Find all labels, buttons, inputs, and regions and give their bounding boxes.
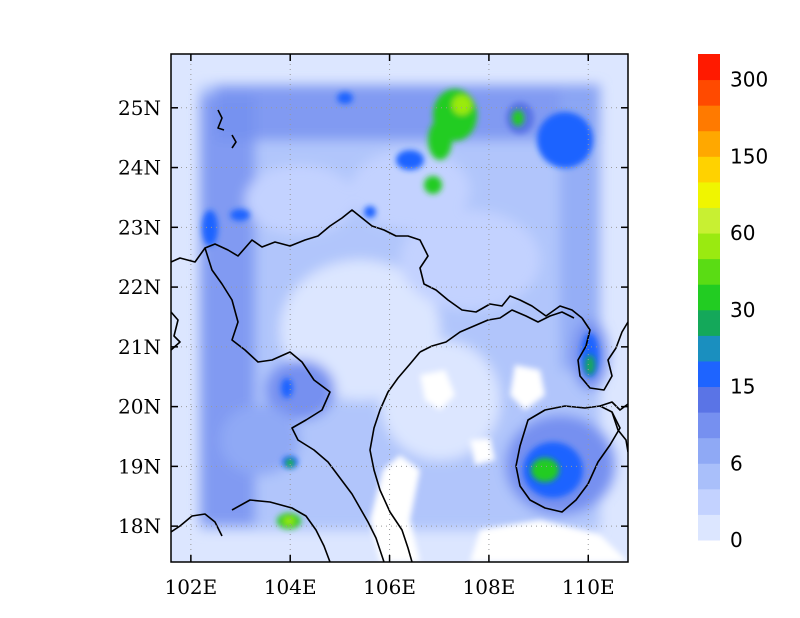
- colorbar-label: 6: [730, 451, 743, 475]
- moderate-precip: [202, 92, 599, 498]
- y-tick-label: 18N: [118, 514, 161, 538]
- colorbar-segment: [698, 335, 720, 362]
- colorbar: 0 6 15 30 60 150 300: [698, 54, 768, 552]
- y-tick-label: 22N: [118, 275, 161, 299]
- map-panel: [171, 54, 628, 562]
- colorbar-segment: [698, 386, 720, 413]
- y-tick-label: 24N: [118, 156, 161, 180]
- colorbar-segment: [698, 488, 720, 515]
- y-tick-label: 20N: [118, 395, 161, 419]
- zero-precip-areas: [370, 365, 628, 562]
- colorbar-segment: [698, 130, 720, 157]
- y-tick-label: 25N: [118, 96, 161, 120]
- colorbar-label: 15: [730, 375, 755, 399]
- colorbar-segment: [698, 207, 720, 234]
- high-precip: [277, 89, 595, 529]
- x-tick-label: 110E: [562, 575, 615, 599]
- colorbar-segment: [698, 284, 720, 311]
- map-axes: 102E 104E 106E 108E 110E 18N 19N 20N 21N 22N 23N 24…: [118, 54, 628, 599]
- map-frame: [170, 53, 629, 563]
- y-tick-label: 23N: [118, 215, 161, 239]
- colorbar-segment: [698, 437, 720, 464]
- y-tick-label: 21N: [118, 335, 161, 359]
- colorbar-label: 60: [730, 221, 755, 245]
- colorbar-segment: [698, 54, 720, 81]
- colorbar-segment: [698, 360, 720, 388]
- colorbar-segment: [698, 309, 720, 336]
- x-tick-label: 106E: [363, 575, 416, 599]
- colorbar-segment: [698, 79, 720, 106]
- colorbar-segment: [698, 156, 720, 183]
- colorbar-segment: [698, 258, 720, 285]
- colorbar-label: 30: [730, 298, 755, 322]
- colorbar-segment: [698, 412, 720, 439]
- y-tick-label: 19N: [118, 454, 161, 478]
- colorbar-label: 0: [730, 528, 743, 552]
- colorbar-label: 300: [730, 68, 768, 92]
- colorbar-segment: [698, 463, 720, 490]
- x-tick-label: 102E: [164, 575, 217, 599]
- colorbar-segment: [698, 514, 720, 541]
- colorbar-segment: [698, 233, 720, 260]
- graticule-grid: [171, 54, 628, 562]
- x-tick-label: 104E: [264, 575, 317, 599]
- colorbar-segment: [698, 181, 720, 208]
- colorbar-label: 150: [730, 144, 768, 168]
- coastlines-borders: [171, 109, 628, 562]
- colorbar-segment: [698, 105, 720, 132]
- x-tick-label: 108E: [463, 575, 516, 599]
